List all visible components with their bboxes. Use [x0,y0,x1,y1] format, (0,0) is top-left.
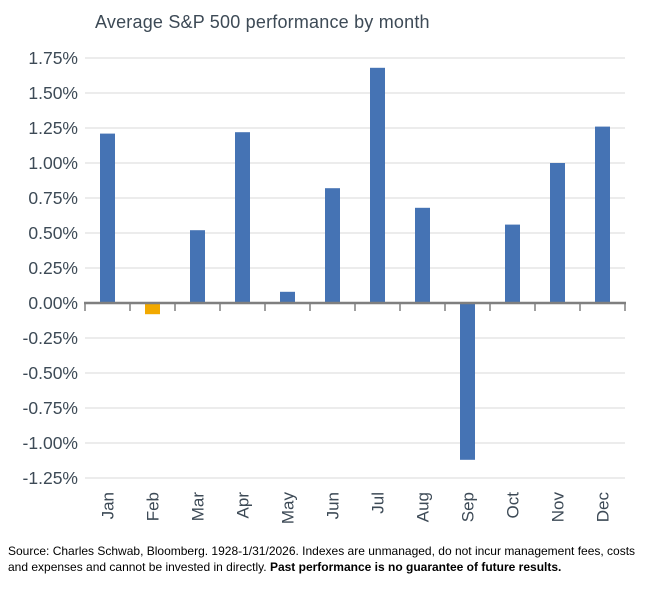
x-axis-label-jul: Jul [369,492,388,514]
source-note: Source: Charles Schwab, Bloomberg. 1928-… [8,543,640,575]
y-axis-label: 1.25% [28,118,78,138]
bar-jun [325,188,340,303]
y-axis-label: 0.75% [28,188,78,208]
x-axis-label-nov: Nov [549,492,568,523]
bar-aug [415,207,430,303]
bar-sep [460,303,475,460]
x-axis-label-oct: Oct [504,492,523,519]
y-axis-label: 1.75% [28,48,78,68]
bar-feb [145,303,160,315]
y-axis-label: -0.25% [23,328,78,348]
x-axis-label-feb: Feb [144,492,163,521]
source-note-text: Source: Charles Schwab, Bloomberg. 1928-… [8,544,636,575]
bar-jan [100,133,115,303]
bar-dec [595,126,610,303]
x-axis-label-mar: Mar [189,492,208,522]
y-axis-label: 1.50% [28,83,78,103]
x-axis-label-may: May [279,492,298,525]
bar-mar [190,230,205,303]
x-axis-label-jun: Jun [324,492,343,519]
x-axis-label-sep: Sep [459,492,478,522]
y-axis-label: 1.00% [28,153,78,173]
disclaimer-bold-text: Past performance is no guarantee of futu… [269,560,562,575]
y-axis-label: -0.75% [23,398,78,418]
x-axis-label-jan: Jan [99,492,118,519]
chart-title: Average S&P 500 performance by month [95,12,430,32]
bar-may [280,291,295,303]
x-axis-label-dec: Dec [594,492,613,523]
y-axis-label: 0.25% [28,258,78,278]
y-axis-label: 0.00% [28,293,78,313]
x-axis-label-apr: Apr [234,492,253,519]
bar-oct [505,224,520,303]
y-axis-label: -1.25% [23,468,78,488]
y-axis-label: -0.50% [23,363,78,383]
bar-nov [550,163,565,303]
y-axis-label: 0.50% [28,223,78,243]
bar-apr [235,132,250,303]
x-axis-label-aug: Aug [414,492,433,522]
bar-jul [370,67,385,303]
y-axis-label: -1.00% [23,433,78,453]
bar-chart: 1.75% 1.50% 1.25% 1.00% 0.75% 0.50% 0.25% 0.00%… [23,48,626,525]
